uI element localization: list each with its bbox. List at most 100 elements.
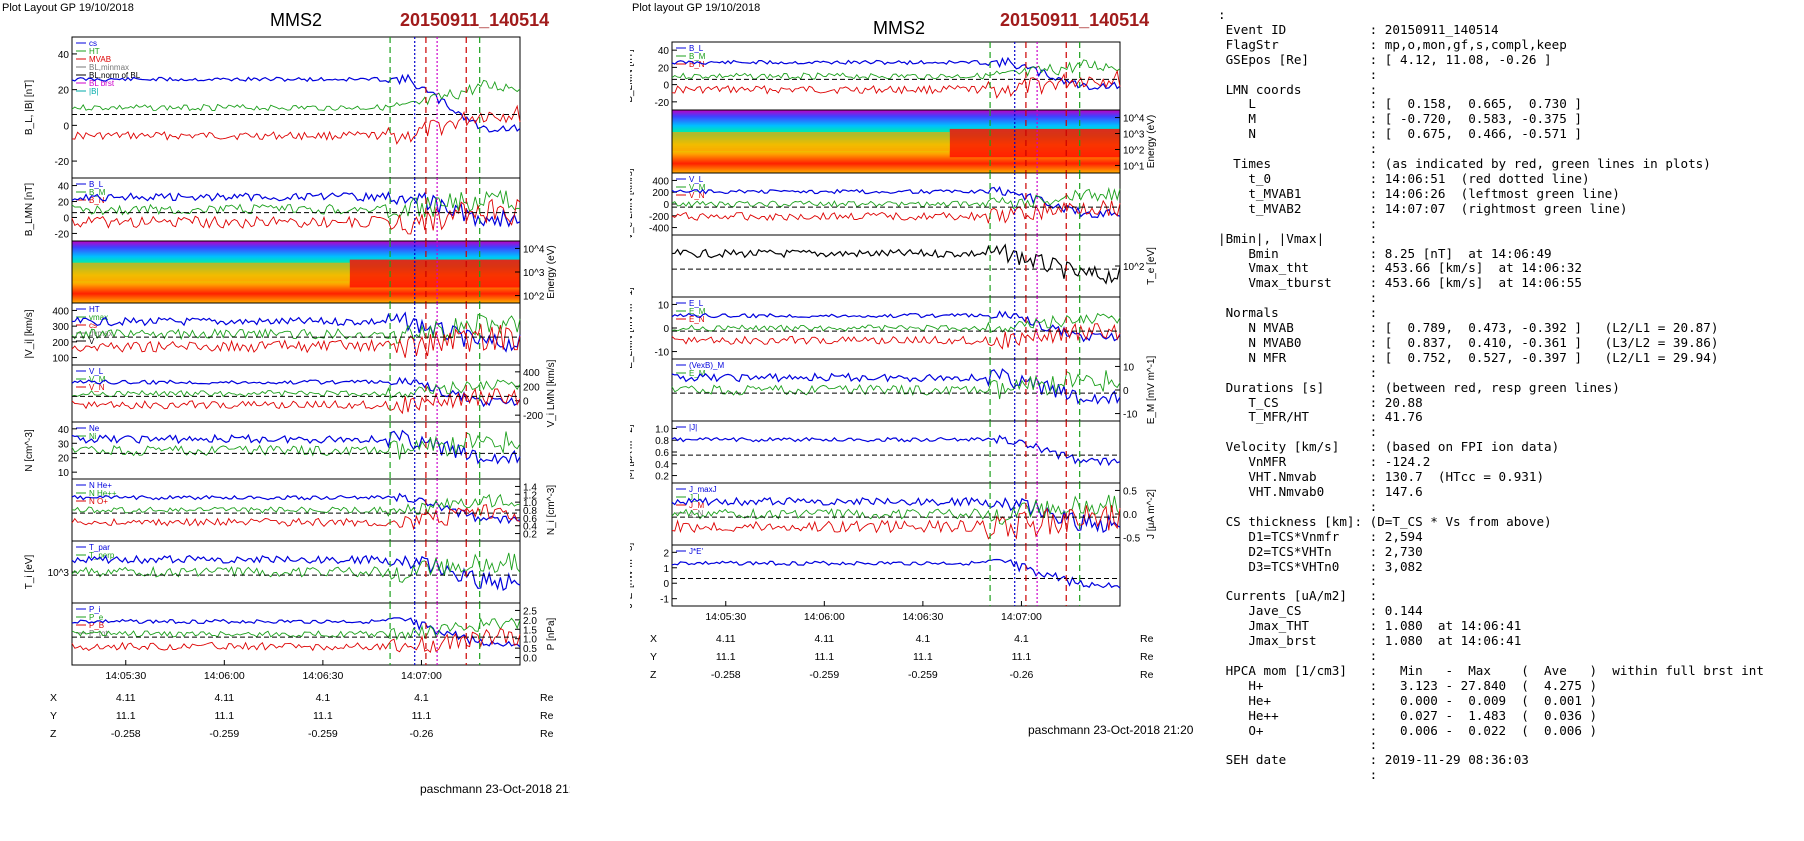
legend-entry: E_M bbox=[689, 369, 706, 378]
position-value: -0.26 bbox=[1009, 669, 1033, 681]
y-tick-label: 400 bbox=[652, 176, 669, 187]
data-trace bbox=[71, 313, 521, 344]
y-tick-label: 10^3 bbox=[523, 268, 545, 279]
y-tick-label: 0 bbox=[63, 121, 69, 132]
y-axis-label: N [cm^-3] bbox=[24, 429, 35, 472]
legend-entry: N He+ bbox=[89, 481, 112, 490]
legend-entry: V_L bbox=[89, 367, 104, 376]
x-tick-label: 14:05:30 bbox=[105, 670, 146, 682]
y-tick-label: 0 bbox=[1123, 386, 1129, 397]
legend-entry: Ne bbox=[89, 424, 100, 433]
data-trace bbox=[671, 370, 1121, 400]
y-tick-label: 0 bbox=[63, 213, 69, 224]
y-tick-label: 1.2 bbox=[523, 490, 537, 501]
position-value: 11.1 bbox=[313, 710, 333, 722]
y-axis-label: P [nPa] bbox=[546, 617, 557, 650]
legend-entry: V_M bbox=[689, 183, 706, 192]
y-axis-label: V_e LMN [km/s] bbox=[630, 168, 635, 239]
info-line: Durations [s] : (between red, resp green… bbox=[1218, 379, 1620, 395]
y-tick-label: 2 bbox=[663, 548, 669, 559]
info-line: Jave_CS : 0.144 bbox=[1218, 603, 1423, 619]
legend-entry: Ni bbox=[89, 432, 97, 441]
panel-frame bbox=[71, 302, 521, 366]
data-trace bbox=[671, 494, 1121, 525]
position-value: 11.1 bbox=[716, 651, 736, 663]
y-tick-label: 1.0 bbox=[655, 424, 669, 435]
data-trace bbox=[671, 312, 1121, 333]
data-trace bbox=[671, 322, 1121, 350]
x-tick-label: 14:05:30 bbox=[705, 611, 746, 623]
legend-entry: HT bbox=[89, 305, 100, 314]
y-tick-label: 0 bbox=[523, 397, 529, 408]
y-tick-label: -20 bbox=[55, 157, 70, 168]
data-trace bbox=[71, 617, 521, 648]
info-line: VHT.Nmvab : 130.7 (HTcc = 0.931) bbox=[1218, 469, 1545, 485]
panel-3: 10^2 T_e [eV] bbox=[671, 234, 1157, 298]
spectrogram-hot-band bbox=[349, 259, 520, 288]
info-line: D3=TCS*VHTn0 : 3,082 bbox=[1218, 558, 1423, 574]
info-line: Velocity [km/s] : (based on FPI ion data… bbox=[1218, 439, 1560, 455]
position-value: 4.11 bbox=[116, 692, 136, 704]
legend-entry: HT bbox=[89, 47, 100, 56]
data-trace bbox=[71, 429, 521, 465]
y-tick-label: -20 bbox=[55, 229, 70, 240]
event-info-listing: : Event ID : 20150911_140514 FlagStr : m… bbox=[1218, 7, 1764, 783]
y-tick-label: 0.0 bbox=[1123, 510, 1137, 521]
position-value: -0.259 bbox=[209, 728, 239, 740]
data-trace bbox=[671, 368, 1121, 405]
info-line: He++ : 0.027 - 1.483 ( 0.036 ) bbox=[1218, 707, 1598, 723]
position-value: 4.1 bbox=[414, 692, 429, 704]
y-tick-label: 20 bbox=[58, 454, 70, 465]
info-line: Currents [uA/m2] : bbox=[1218, 588, 1378, 604]
legend-entry: E_L bbox=[689, 299, 704, 308]
middle-event-title: 20150911_140514 bbox=[1000, 10, 1150, 30]
legend-entry: P_tot bbox=[89, 629, 108, 638]
y-axis-label: N_i [cm^-3] bbox=[546, 485, 557, 535]
info-line: Bmin : 8.25 [nT] at 14:06:49 bbox=[1218, 245, 1552, 261]
info-line: N MFR : [ 0.752, 0.527, -0.397 ] (L2/L1 … bbox=[1218, 349, 1719, 365]
legend-entry: MVAB bbox=[89, 55, 111, 64]
y-tick-label: -0.5 bbox=[1123, 534, 1141, 545]
panel-8: 2.52.01.51.00.50.0 P [nPa] P_iP_eP_BP_tot bbox=[71, 602, 557, 666]
data-trace bbox=[71, 504, 521, 531]
y-tick-label: 10^4 bbox=[1123, 114, 1145, 125]
y-tick-label: 0.6 bbox=[523, 514, 537, 525]
legend-entry: V_N bbox=[89, 383, 105, 392]
y-tick-label: 0.8 bbox=[655, 436, 669, 447]
legend-entry: (VexB)_M bbox=[689, 361, 724, 370]
legend-entry: V_M bbox=[89, 375, 106, 384]
y-tick-label: 300 bbox=[52, 322, 69, 333]
y-tick-label: 200 bbox=[52, 338, 69, 349]
panel-frame bbox=[671, 420, 1121, 484]
position-unit: Re bbox=[540, 692, 554, 704]
y-tick-label: 2.0 bbox=[523, 616, 537, 627]
panel-frame bbox=[71, 602, 521, 666]
y-tick-label: 0.5 bbox=[523, 644, 537, 655]
panel-frame bbox=[71, 177, 521, 242]
legend-entry: V_L bbox=[689, 175, 704, 184]
info-line: O+ : 0.006 - 0.022 ( 0.006 ) bbox=[1218, 722, 1598, 738]
position-value: -0.258 bbox=[111, 728, 141, 740]
x-tick-label: 14:07:00 bbox=[401, 670, 442, 682]
info-line: CS thickness [km]: (D=T_CS * Vs from abo… bbox=[1218, 513, 1552, 529]
data-trace bbox=[71, 376, 521, 408]
legend-entry: J_maxJ bbox=[689, 485, 717, 494]
position-value: -0.259 bbox=[308, 728, 338, 740]
panel-2: 10^4 10^3 10^2 Energy (eV) bbox=[71, 240, 557, 304]
position-unit: Re bbox=[540, 710, 554, 722]
info-line: T_CS : 20.88 bbox=[1218, 394, 1423, 410]
y-axis-label: B_LMN [nT] bbox=[630, 49, 635, 103]
position-unit: Re bbox=[1140, 669, 1154, 681]
position-row-label: Z bbox=[650, 669, 657, 681]
panel-1: 40 20 0 -20 B_LMN [nT] B_LB_MB_N bbox=[24, 177, 521, 242]
info-line: : bbox=[1218, 647, 1378, 663]
legend-entry: N O+ bbox=[89, 497, 108, 506]
position-row-label: X bbox=[50, 692, 57, 704]
y-tick-label: 10^2 bbox=[523, 292, 545, 303]
info-line: Times : (as indicated by red, green line… bbox=[1218, 156, 1711, 172]
info-line: GSEpos [Re] : [ 4.12, 11.08, -0.26 ] bbox=[1218, 51, 1552, 67]
legend-entry: E_N bbox=[689, 315, 705, 324]
info-line: t_MVAB1 : 14:06:26 (leftmost green line) bbox=[1218, 185, 1620, 201]
